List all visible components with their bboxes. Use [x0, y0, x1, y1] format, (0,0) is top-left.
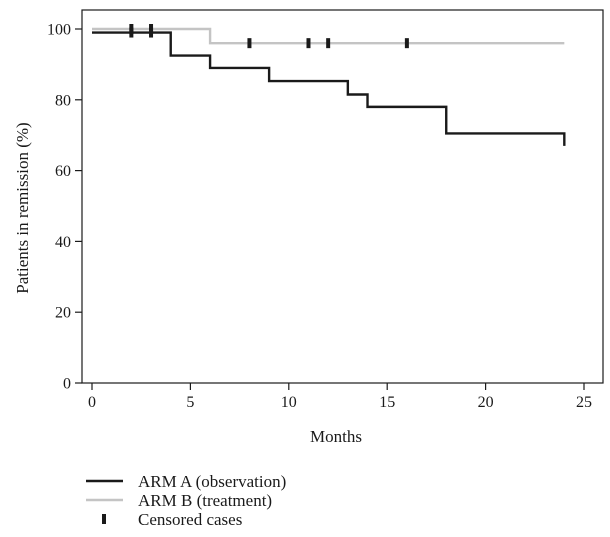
x-tick-label: 0 [88, 394, 96, 411]
x-axis: 0 5 10 15 20 25 [88, 383, 592, 411]
censor-mark [404, 38, 409, 49]
censor-mark [247, 38, 252, 49]
censor-mark [149, 24, 154, 34]
legend-label: ARM B (treatment) [138, 491, 272, 510]
plot-area [81, 9, 604, 384]
censor-marks [129, 24, 409, 49]
legend: ARM A (observation)ARM B (treatment)Cens… [86, 472, 286, 529]
x-tick-label: 25 [576, 394, 592, 411]
legend-label: ARM A (observation) [138, 472, 286, 491]
plot-frame [81, 9, 604, 384]
y-axis: 0 20 40 60 80 100 [47, 22, 82, 393]
legend-label: Censored cases [138, 510, 242, 529]
censor-mark [326, 38, 331, 49]
series-line [92, 31, 566, 146]
y-tick-label: 100 [47, 22, 71, 39]
x-tick-label: 5 [186, 394, 194, 411]
censor-mark [306, 38, 311, 49]
y-tick-label: 0 [63, 376, 71, 393]
y-tick-label: 80 [55, 92, 71, 109]
censor-mark [129, 24, 134, 34]
y-tick-label: 60 [55, 163, 71, 180]
x-tick-label: 10 [281, 394, 297, 411]
y-axis-title: Patients in remission (%) [13, 122, 32, 293]
legend-censor-swatch [102, 514, 106, 524]
x-tick-label: 20 [478, 394, 494, 411]
y-tick-label: 20 [55, 305, 71, 322]
x-tick-label: 15 [379, 394, 395, 411]
y-tick-label: 40 [55, 234, 71, 251]
x-axis-title: Months [310, 427, 362, 446]
